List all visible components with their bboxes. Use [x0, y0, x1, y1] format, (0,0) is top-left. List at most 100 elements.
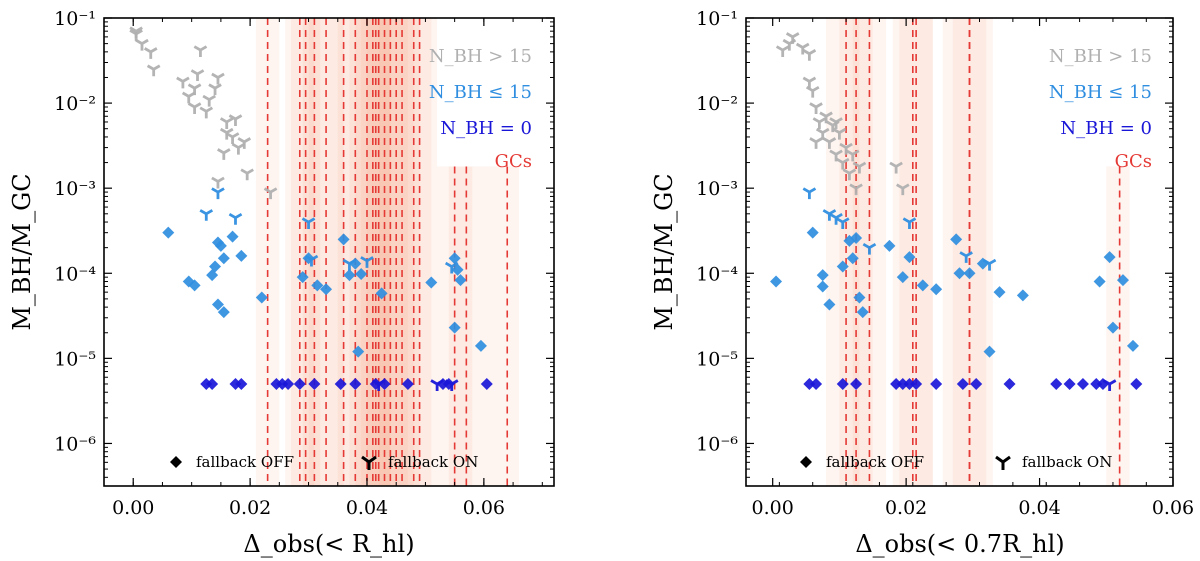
data-point-diamond [956, 377, 969, 390]
data-point-diamond [856, 306, 869, 319]
data-point-tri [842, 168, 857, 181]
y-tick-label: 10⁻⁵ [54, 348, 96, 370]
data-point-tri [371, 379, 386, 391]
data-point-tri [829, 117, 843, 129]
data-point-diamond [1106, 321, 1119, 334]
data-point-tri [211, 176, 225, 189]
data-point-tri [187, 83, 202, 96]
data-point-diamond [311, 279, 324, 292]
data-point-tri [889, 161, 903, 174]
data-point-tri [815, 127, 830, 140]
data-point-tri [301, 217, 316, 230]
data-point-diamond [282, 377, 295, 390]
data-point-diamond [1016, 289, 1029, 302]
data-point-tri [430, 379, 444, 391]
data-point-tri [263, 187, 278, 200]
y-tick-label: 10⁻² [54, 93, 96, 115]
axis-ticks: 0.00 0.02 0.04 0.06 10⁻⁶ 10⁻⁵ 10⁻⁴ 10⁻³ 10⁻² 10⁻¹ [696, 8, 1194, 519]
data-point-diamond [217, 252, 230, 265]
data-point-tri [896, 183, 910, 196]
marker-legend-on: fallback ON [1022, 453, 1112, 471]
legend: N_BH > 15 N_BH ≤ 15 N_BH = 0 GCs [1049, 46, 1152, 172]
data-point-tri [835, 157, 850, 170]
gc-band [483, 166, 519, 486]
data-point-tri [360, 256, 374, 268]
data-point-diamond [1050, 377, 1063, 390]
tri-marker-icon [361, 455, 377, 470]
data-point-diamond [910, 377, 923, 390]
data-point-tri [819, 111, 833, 124]
data-point-diamond [993, 286, 1006, 299]
data-point-diamond [896, 271, 909, 284]
data-point-tri [211, 187, 225, 200]
data-point-diamond [349, 257, 362, 270]
data-point-diamond [953, 267, 966, 280]
data-point-tri [190, 69, 205, 81]
data-point-diamond [930, 377, 943, 390]
data-point-diamond [352, 345, 365, 358]
data-point-diamond [890, 377, 903, 390]
data-point-diamond [448, 252, 461, 265]
data-point-diamond [963, 267, 976, 280]
data-point-diamond [1076, 377, 1089, 390]
y-tick-label: 10⁻³ [696, 178, 738, 200]
y-tick-label: 10⁻³ [54, 178, 96, 200]
data-point-tri [802, 49, 817, 61]
data-point-tri [845, 149, 860, 162]
data-point-tri [240, 168, 254, 181]
x-tick-label: 0.00 [112, 497, 154, 519]
data-point-diamond [810, 377, 823, 390]
data-point-tri [225, 132, 240, 144]
y-tick-label: 10⁻⁶ [696, 433, 738, 455]
data-point-diamond [816, 269, 829, 282]
data-point-tri [237, 137, 252, 149]
data-point-diamond [454, 274, 467, 287]
data-point-diamond [896, 377, 909, 390]
data-point-tri [219, 117, 234, 129]
data-point-tri [832, 127, 847, 140]
data-point-tri [231, 142, 246, 155]
data-point-tri [775, 45, 790, 58]
axis-ticks: 0.00 0.02 0.04 0.06 10⁻⁶ 10⁻⁵ 10⁻⁴ 10⁻³ 10⁻² 10⁻¹ [54, 8, 554, 519]
data-point-tri [228, 114, 243, 127]
data-point-tri [852, 161, 867, 174]
data-point-tri [822, 137, 837, 149]
data-point-diamond [255, 291, 268, 304]
data-point-diamond [976, 257, 989, 270]
data-point-diamond [425, 276, 438, 289]
data-point-diamond [803, 377, 816, 390]
data-point-tri [829, 212, 843, 225]
data-point-tri [208, 83, 222, 96]
data-point-diamond [401, 377, 414, 390]
data-point-tri [176, 76, 190, 89]
data-point-diamond [1116, 274, 1129, 287]
x-tick-label: 0.04 [1018, 497, 1060, 519]
data-point-tri [902, 217, 917, 230]
data-point-diamond [293, 377, 306, 390]
data-point-tri [228, 212, 243, 225]
data-point-diamond [448, 321, 461, 334]
data-point-tri [822, 209, 837, 221]
x-axis-label: Δ_obs(< 0.7R_hl) [855, 530, 1064, 558]
data-point-diamond [375, 287, 388, 300]
x-tick-label: 0.00 [752, 497, 794, 519]
y-tick-label: 10⁻¹ [54, 8, 96, 30]
data-point-diamond [850, 377, 863, 390]
legend-nbh-gt15: N_BH > 15 [429, 46, 532, 67]
data-point-tri [802, 76, 817, 89]
data-point-diamond [188, 279, 201, 292]
data-point-tri [129, 29, 143, 41]
legend-gcs: GCs [495, 151, 532, 172]
data-point-tri [785, 32, 800, 44]
data-point-diamond [1103, 251, 1116, 264]
data-point-diamond [206, 377, 219, 390]
data-point-diamond [1090, 377, 1103, 390]
axes-frame [745, 17, 1174, 487]
axes-frame [103, 17, 555, 487]
data-point-tri [146, 64, 161, 77]
legend-nbh-gt15: N_BH > 15 [1049, 46, 1152, 67]
right-panel: 0.00 0.02 0.04 0.06 10⁻⁶ 10⁻⁵ 10⁻⁴ 10⁻³ 10⁻² 10⁻¹… [650, 8, 1194, 558]
data-point-diamond [1093, 275, 1106, 288]
data-point-diamond [217, 306, 230, 319]
data-point-tri [181, 91, 196, 104]
